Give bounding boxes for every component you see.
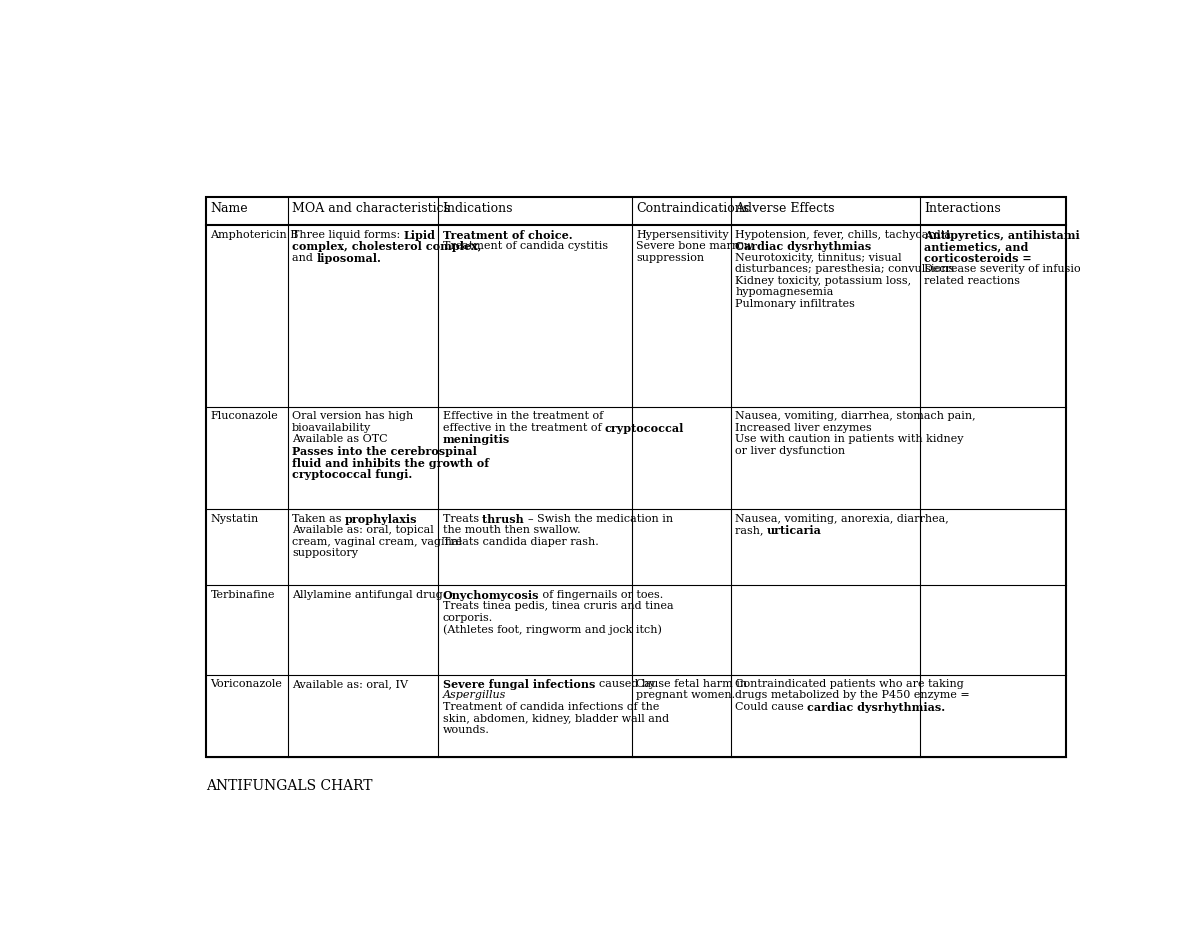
Text: Oral version has high: Oral version has high: [292, 412, 414, 422]
Text: corporis.: corporis.: [443, 613, 493, 623]
Text: Severe bone marrow: Severe bone marrow: [636, 241, 754, 251]
Text: MOA and characteristics: MOA and characteristics: [292, 202, 450, 215]
Text: of fingernails or toes.: of fingernails or toes.: [539, 590, 664, 600]
Text: related reactions: related reactions: [924, 276, 1020, 286]
Text: thrush: thrush: [482, 514, 528, 525]
Text: Contraindications: Contraindications: [636, 202, 749, 215]
Text: Could cause: Could cause: [736, 702, 808, 712]
Text: prophylaxis: prophylaxis: [346, 514, 418, 525]
Text: Treats tinea pedis, tinea cruris and tinea: Treats tinea pedis, tinea cruris and tin…: [443, 602, 673, 611]
Text: Cardiac dysrhythmias: Cardiac dysrhythmias: [736, 241, 871, 252]
Text: Kidney toxicity, potassium loss,: Kidney toxicity, potassium loss,: [736, 276, 911, 286]
Text: effective in the treatment of: effective in the treatment of: [443, 423, 605, 433]
Text: ANTIFUNGALS CHART: ANTIFUNGALS CHART: [206, 779, 372, 793]
Text: cream, vaginal cream, vaginal: cream, vaginal cream, vaginal: [292, 537, 462, 547]
Text: Interactions: Interactions: [924, 202, 1001, 215]
Text: Onychomycosis: Onychomycosis: [443, 590, 539, 601]
Text: wounds.: wounds.: [443, 725, 490, 735]
Text: Antipyretics, antihistamines,: Antipyretics, antihistamines,: [924, 230, 1105, 241]
Text: cryptococcal: cryptococcal: [605, 423, 684, 434]
Text: Three liquid forms:: Three liquid forms:: [292, 230, 404, 240]
Text: Name: Name: [210, 202, 248, 215]
Text: Treats: Treats: [443, 514, 482, 524]
Text: and: and: [292, 253, 317, 263]
Text: Available as OTC: Available as OTC: [292, 435, 388, 444]
Text: urticaria: urticaria: [767, 526, 822, 537]
Text: Amphotericin B: Amphotericin B: [210, 230, 299, 240]
Text: drugs metabolized by the P450 enzyme =: drugs metabolized by the P450 enzyme =: [736, 691, 970, 701]
Text: Effective in the treatment of: Effective in the treatment of: [443, 412, 602, 422]
Text: Aspergillus: Aspergillus: [443, 691, 506, 701]
Text: corticosteroids =: corticosteroids =: [924, 253, 1032, 264]
Text: Adverse Effects: Adverse Effects: [736, 202, 835, 215]
Text: Increased liver enzymes: Increased liver enzymes: [736, 423, 872, 433]
Text: the mouth then swallow.: the mouth then swallow.: [443, 526, 581, 535]
Text: Treats candida diaper rash.: Treats candida diaper rash.: [443, 537, 599, 547]
Text: Hypersensitivity: Hypersensitivity: [636, 230, 728, 240]
Text: caused by: caused by: [599, 679, 655, 689]
Text: Hypotension, fever, chills, tachycardia,: Hypotension, fever, chills, tachycardia,: [736, 230, 955, 240]
Text: Available as: oral, topical: Available as: oral, topical: [292, 526, 434, 535]
Text: Taken as: Taken as: [292, 514, 346, 524]
Text: Voriconazole: Voriconazole: [210, 679, 282, 689]
Text: Decrease severity of infusion: Decrease severity of infusion: [924, 264, 1088, 274]
Text: suppository: suppository: [292, 549, 358, 558]
Text: skin, abdomen, kidney, bladder wall and: skin, abdomen, kidney, bladder wall and: [443, 714, 668, 724]
Text: or liver dysfunction: or liver dysfunction: [736, 446, 845, 456]
Text: Treatment of candida cystitis: Treatment of candida cystitis: [443, 241, 608, 251]
Text: cardiac dysrhythmias.: cardiac dysrhythmias.: [808, 702, 946, 713]
Text: Treatment of choice.: Treatment of choice.: [443, 230, 572, 241]
Text: cryptococcal fungi.: cryptococcal fungi.: [292, 469, 413, 480]
Text: hypomagnesemia: hypomagnesemia: [736, 287, 834, 298]
Text: complex, cholesterol complex,: complex, cholesterol complex,: [292, 241, 481, 252]
Text: liposomal.: liposomal.: [317, 253, 382, 264]
Text: Nystatin: Nystatin: [210, 514, 259, 524]
Text: fluid and inhibits the growth of: fluid and inhibits the growth of: [292, 458, 490, 468]
Text: Pulmonary infiltrates: Pulmonary infiltrates: [736, 299, 856, 309]
Text: Fluconazole: Fluconazole: [210, 412, 278, 422]
Text: Use with caution in patients with kidney: Use with caution in patients with kidney: [736, 435, 964, 444]
Text: pregnant women.: pregnant women.: [636, 691, 736, 701]
Text: Nausea, vomiting, anorexia, diarrhea,: Nausea, vomiting, anorexia, diarrhea,: [736, 514, 949, 524]
Text: Terbinafine: Terbinafine: [210, 590, 275, 600]
Text: Treatment of candida infections of the: Treatment of candida infections of the: [443, 702, 659, 712]
Text: suppression: suppression: [636, 253, 704, 263]
Text: Neurotoxicity, tinnitus; visual: Neurotoxicity, tinnitus; visual: [736, 253, 902, 263]
Text: bioavailability: bioavailability: [292, 423, 372, 433]
Text: Severe fungal infections: Severe fungal infections: [443, 679, 599, 690]
Text: Cause fetal harm in: Cause fetal harm in: [636, 679, 748, 689]
Text: Nausea, vomiting, diarrhea, stomach pain,: Nausea, vomiting, diarrhea, stomach pain…: [736, 412, 976, 422]
Text: antiemetics, and: antiemetics, and: [924, 241, 1028, 252]
Text: Contraindicated patients who are taking: Contraindicated patients who are taking: [736, 679, 964, 689]
Text: rash,: rash,: [736, 526, 767, 535]
Text: – Swish the medication in: – Swish the medication in: [528, 514, 673, 524]
Text: meningitis: meningitis: [443, 435, 510, 446]
Bar: [206, 197, 1066, 757]
Text: disturbances; paresthesia; convulsions: disturbances; paresthesia; convulsions: [736, 264, 954, 274]
Text: Passes into the cerebrospinal: Passes into the cerebrospinal: [292, 446, 478, 457]
Text: Available as: oral, IV: Available as: oral, IV: [292, 679, 408, 689]
Text: Lipid: Lipid: [404, 230, 436, 241]
Text: (Athletes foot, ringworm and jock itch): (Athletes foot, ringworm and jock itch): [443, 625, 661, 635]
Text: Indications: Indications: [443, 202, 514, 215]
Text: Allylamine antifungal drug: Allylamine antifungal drug: [292, 590, 443, 600]
